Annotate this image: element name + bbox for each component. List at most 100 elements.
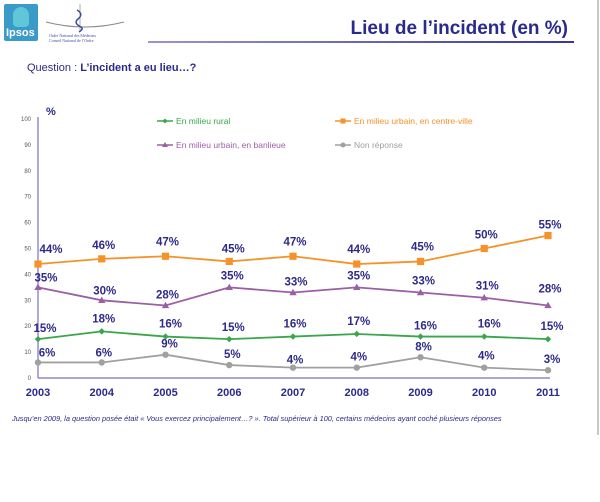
series-1: 44% 46% 47% 45% 47% 44% 45% 50% 55% — [34, 220, 562, 268]
data-point — [98, 296, 106, 303]
ordre-medecins-logo: Ordre National des Médecins Conseil Nati… — [44, 2, 126, 44]
x-tick-label: 2007 — [281, 387, 305, 399]
data-point — [34, 335, 42, 343]
legend-label: Non réponse — [354, 140, 403, 150]
data-label: 44% — [347, 244, 370, 256]
data-point — [226, 361, 233, 369]
y-axis-unit-label: % — [46, 106, 56, 118]
data-point — [353, 283, 361, 291]
data-label: 47% — [283, 236, 306, 248]
chart-legend: En milieu rural En milieu urbain, en cent… — [157, 116, 473, 150]
data-label: 15% — [222, 322, 245, 334]
data-point — [225, 283, 233, 291]
y-tick-label: 70 — [24, 195, 31, 201]
data-label: 17% — [347, 316, 370, 328]
data-point — [289, 252, 297, 260]
y-tick-label: 80 — [24, 169, 31, 175]
data-point — [544, 367, 552, 374]
data-point — [481, 333, 488, 340]
legend-item: En milieu rural — [157, 116, 230, 126]
y-tick-label: 90 — [24, 143, 31, 149]
data-point — [34, 260, 42, 268]
chart-axes: 0 10 20 30 40 50 60 70 80 90 100 2003 2004 2005 2006 20… — [21, 117, 560, 399]
y-tick-label: 0 — [28, 376, 32, 382]
data-label: 35% — [347, 270, 370, 282]
legend-label: En milieu urbain, en banlieue — [176, 140, 286, 150]
data-label: 18% — [92, 313, 115, 325]
data-label: 33% — [284, 277, 307, 289]
legend-marker-square-icon — [340, 118, 346, 124]
x-tick-label: 2010 — [472, 387, 496, 399]
data-label: 15% — [540, 321, 563, 333]
x-tick-label: 2009 — [408, 387, 432, 399]
data-point — [544, 231, 552, 240]
ipsos-logo-text: Ipsos — [6, 27, 35, 39]
legend-item: En milieu urbain, en centre-ville — [335, 116, 473, 126]
data-point — [34, 283, 42, 291]
data-point — [225, 257, 233, 266]
data-point — [34, 359, 42, 366]
page-border — [597, 0, 599, 435]
data-label: 44% — [39, 244, 62, 256]
series-2: 35% 30% 28% 35% 33% 35% 33% 31% 28% — [34, 270, 562, 309]
ordre-logo-line1: Ordre National des Médecins — [49, 33, 96, 38]
question-prefix: Question : — [27, 62, 81, 74]
legend-marker-diamond-icon — [162, 118, 168, 124]
data-label: 45% — [411, 241, 434, 253]
y-tick-label: 40 — [24, 272, 31, 278]
data-label: 47% — [156, 236, 179, 248]
data-label: 4% — [350, 352, 367, 364]
data-point — [353, 330, 360, 338]
y-tick-label: 30 — [24, 298, 31, 304]
data-point — [480, 244, 488, 253]
question-text: L’incident a eu lieu…? — [80, 62, 197, 74]
question-line: Question : L’incident a eu lieu…? — [27, 62, 196, 74]
data-point — [416, 257, 425, 266]
legend-label: En milieu urbain, en centre-ville — [354, 116, 473, 126]
x-tick-label: 2011 — [536, 387, 560, 399]
data-label: 31% — [476, 281, 499, 293]
data-label: 55% — [538, 220, 561, 232]
data-label: 46% — [92, 240, 115, 252]
ipsos-logo: Ipsos — [4, 4, 38, 41]
legend-item: Non réponse — [335, 140, 403, 150]
data-label: 9% — [161, 339, 178, 351]
data-label: 35% — [221, 270, 244, 282]
data-point — [416, 288, 425, 296]
legend-marker-triangle-icon — [162, 142, 168, 147]
legend-label: En milieu rural — [176, 116, 230, 126]
data-point — [162, 351, 169, 358]
data-point — [98, 328, 105, 335]
data-point — [289, 364, 297, 371]
data-label: 16% — [159, 319, 182, 331]
y-tick-label: 50 — [24, 247, 31, 253]
data-point — [480, 294, 488, 301]
ordre-logo-line2: Conseil National de l’Ordre — [49, 38, 94, 43]
data-label: 5% — [224, 349, 241, 361]
data-point — [98, 359, 105, 366]
data-label: 28% — [538, 283, 561, 295]
data-label: 30% — [93, 285, 116, 297]
line-chart: 0 10 20 30 40 50 60 70 80 90 100 2003 2004 2005 2006 20… — [21, 106, 564, 399]
data-point — [544, 301, 552, 309]
data-label: 16% — [478, 319, 501, 331]
x-tick-label: 2006 — [217, 387, 241, 399]
data-label: 28% — [156, 289, 179, 301]
data-label: 4% — [287, 355, 304, 367]
data-point — [417, 333, 424, 340]
data-label: 3% — [544, 354, 561, 366]
data-point — [289, 288, 297, 296]
data-point — [481, 364, 488, 371]
data-point — [353, 260, 361, 268]
y-tick-label: 100 — [21, 117, 32, 123]
data-label: 15% — [33, 323, 56, 335]
footnote: Jusqu’en 2009, la question posée était «… — [12, 414, 502, 423]
series-0: 15% 18% 16% 15% 16% 17% 16% 16% 15% — [33, 313, 564, 343]
x-tick-label: 2005 — [153, 387, 177, 399]
y-tick-label: 10 — [24, 350, 31, 356]
page-title: Lieu de l’incident (en %) — [350, 18, 568, 39]
data-label: 16% — [283, 319, 306, 331]
legend-marker-circle-icon — [340, 142, 346, 148]
data-label: 45% — [222, 243, 245, 255]
data-label: 6% — [95, 347, 112, 359]
